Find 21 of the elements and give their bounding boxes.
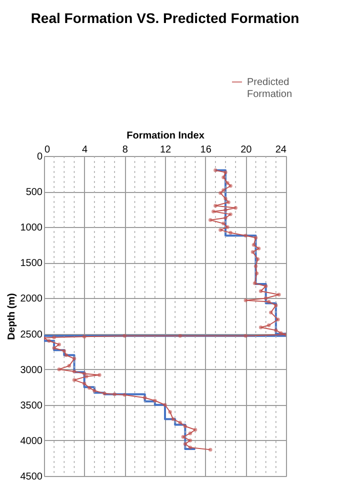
x-tick-label: 20 bbox=[240, 144, 252, 156]
y-tick-label: 3000 bbox=[20, 364, 43, 376]
y-tick-label: 500 bbox=[26, 187, 43, 198]
x-tick-label: 8 bbox=[122, 144, 128, 156]
y-tick-label: 3500 bbox=[20, 400, 43, 412]
y-tick-label: 4500 bbox=[20, 472, 43, 482]
x-tick-label: 0 bbox=[44, 144, 50, 156]
x-axis-title: Formation Index bbox=[126, 130, 205, 142]
y-tick-label: 1000 bbox=[20, 222, 43, 234]
x-tick-label: 12 bbox=[160, 144, 172, 156]
chart-title: Real Formation VS. Predicted Formation bbox=[30, 10, 300, 26]
legend-label: Predicted Formation bbox=[247, 77, 292, 100]
x-tick-label: 16 bbox=[200, 144, 212, 156]
x-tick-label: 4 bbox=[82, 144, 88, 156]
y-tick-label: 2000 bbox=[20, 294, 43, 305]
y-tick-label: 2500 bbox=[20, 329, 43, 340]
x-tick-label: 24 bbox=[275, 144, 287, 156]
y-tick-label: 4000 bbox=[20, 436, 43, 447]
y-axis-title: Depth (m) bbox=[6, 293, 18, 340]
y-tick-label: 1500 bbox=[20, 258, 43, 270]
y-tick-label: 0 bbox=[36, 152, 43, 162]
